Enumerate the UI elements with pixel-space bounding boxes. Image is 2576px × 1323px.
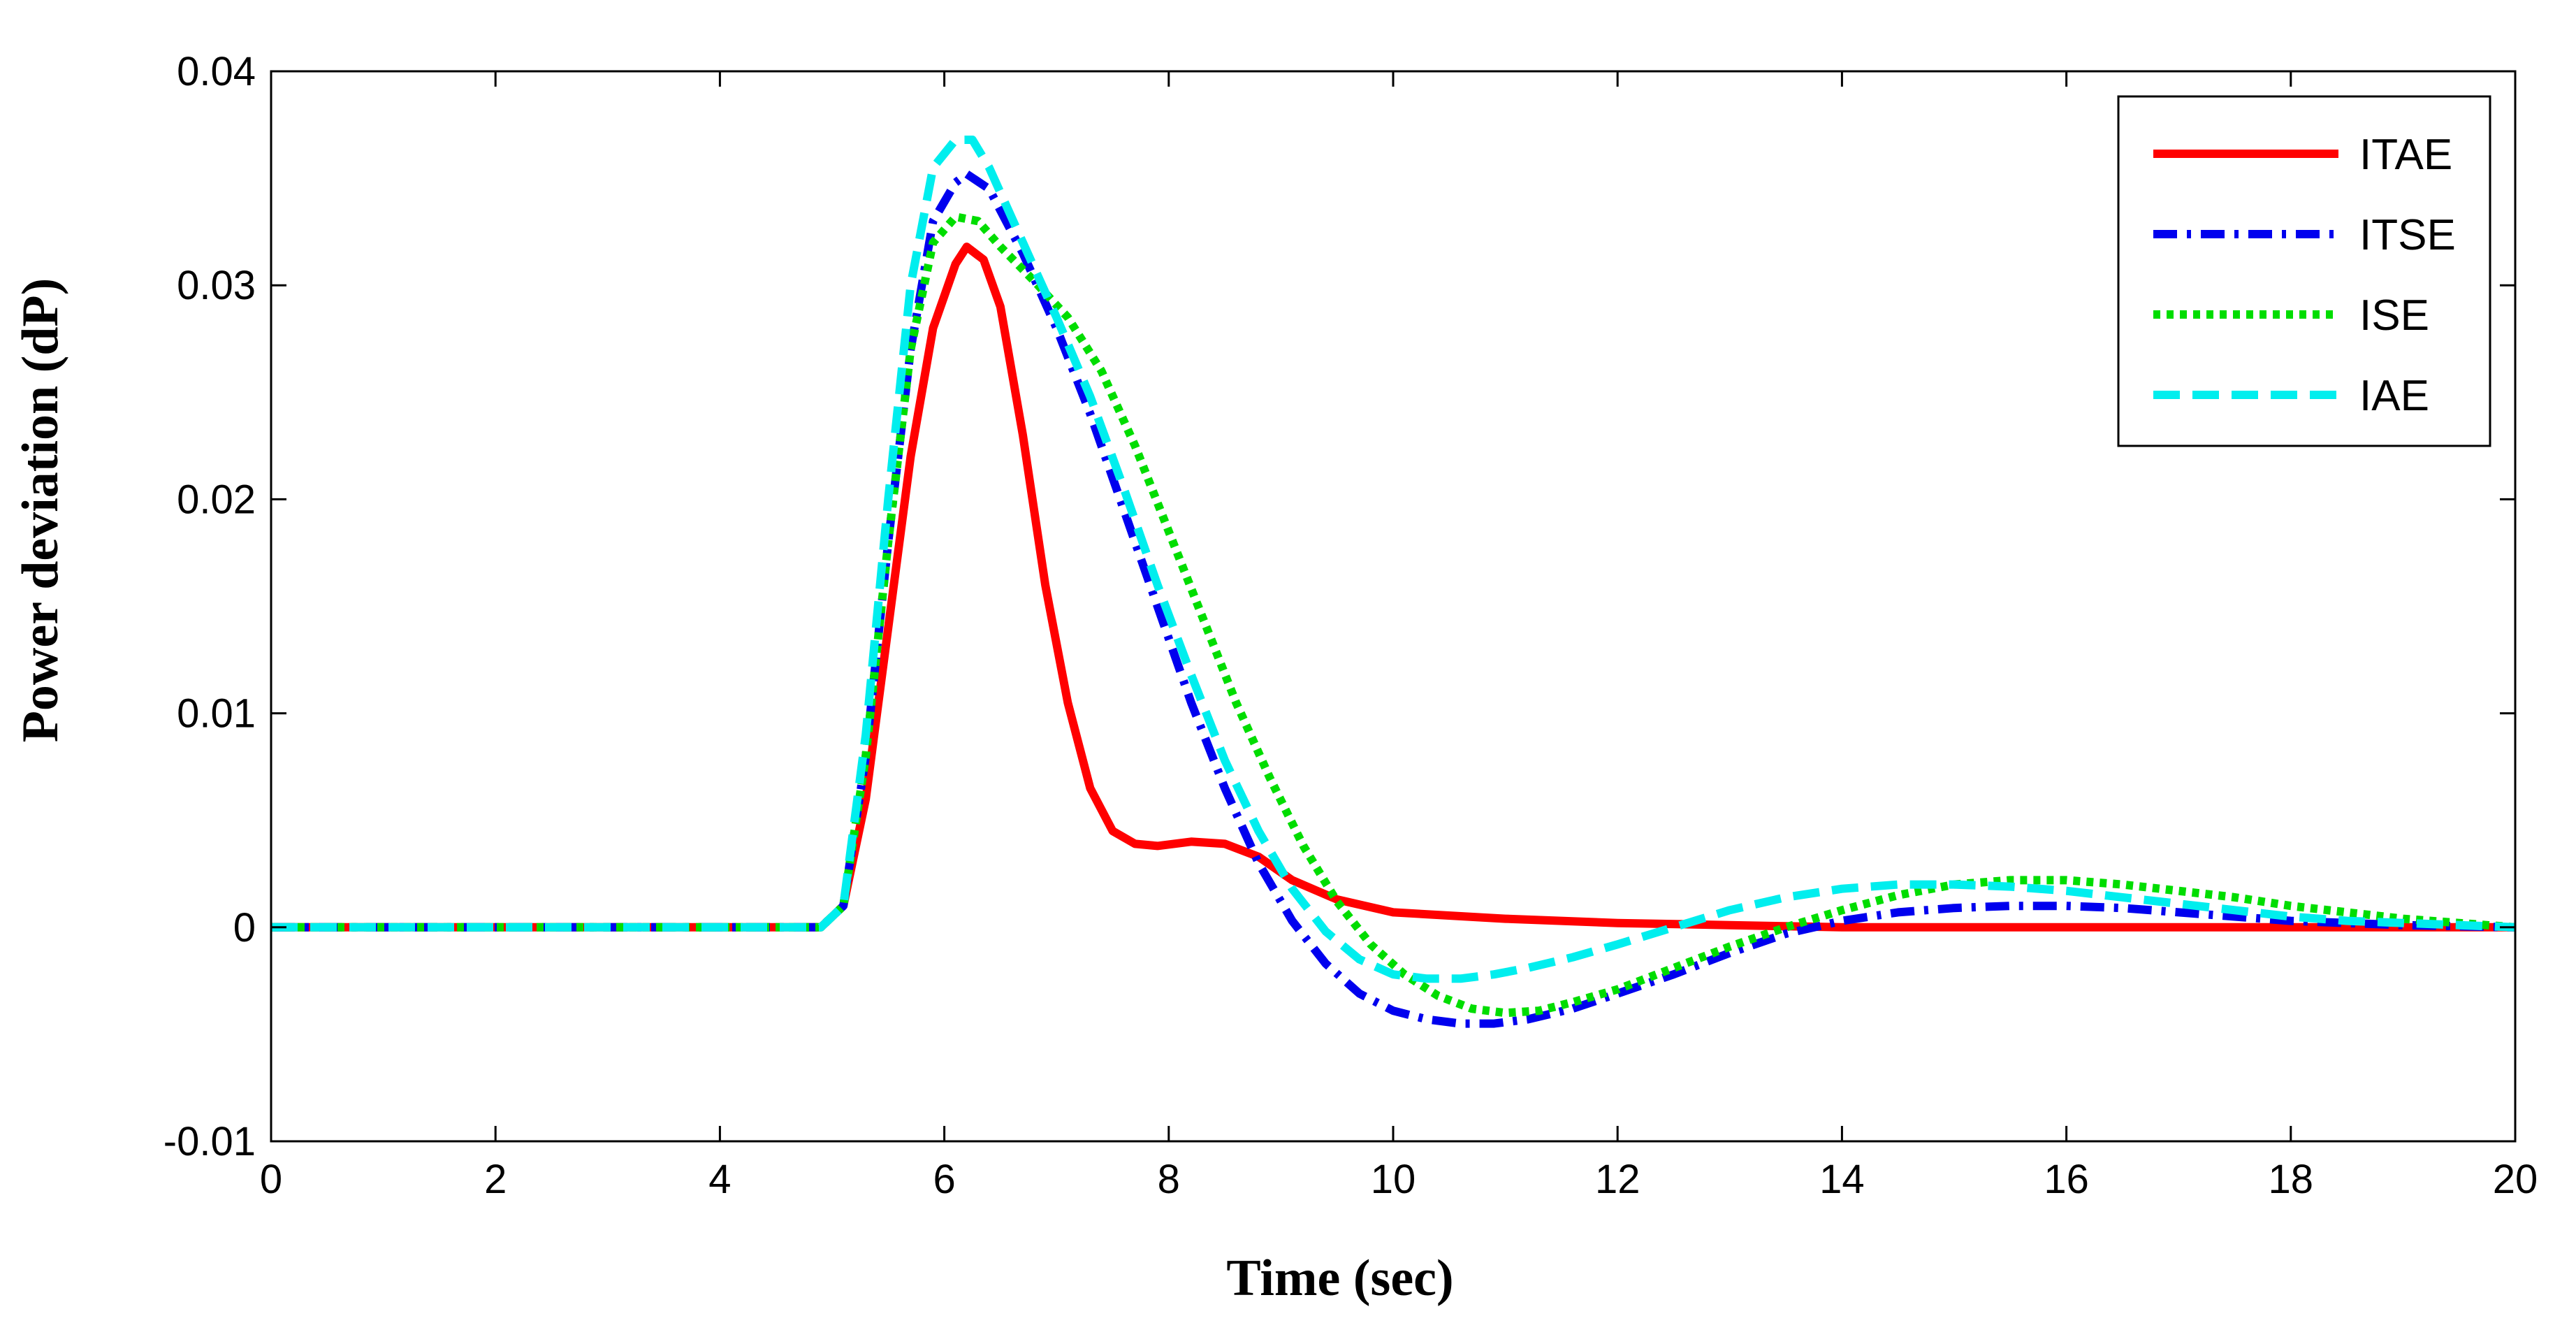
y-tick-label: 0.03 [177,263,256,308]
x-tick-label: 18 [2269,1157,2314,1202]
y-tick-label: 0.04 [177,49,256,94]
x-axis-title: Time (sec) [1226,1250,1453,1307]
x-tick-label: 14 [1819,1157,1865,1202]
x-tick-label: 16 [2044,1157,2089,1202]
x-tick-label: 12 [1595,1157,1640,1202]
y-tick-label: -0.01 [163,1119,256,1164]
legend-label-ise: ISE [2359,291,2429,340]
x-tick-label: 0 [260,1157,282,1202]
y-tick-label: 0.02 [177,477,256,522]
x-tick-label: 8 [1158,1157,1180,1202]
legend-label-iae: IAE [2359,372,2429,420]
x-tick-label: 4 [708,1157,731,1202]
x-tick-label: 2 [484,1157,507,1202]
y-tick-label: 0 [233,905,256,950]
y-tick-label: 0.01 [177,691,256,737]
legend-label-itae: ITAE [2359,131,2452,179]
series-line-itse [271,170,2516,1028]
legend-label-itse: ITSE [2359,211,2456,259]
x-tick-label: 20 [2493,1157,2538,1202]
legend: ITAE ITSE ISE IAE [2117,95,2491,447]
y-axis-title: Power deviation (dP) [12,278,69,743]
x-tick-label: 10 [1371,1157,1416,1202]
series-layer [271,136,2516,1028]
x-tick-label: 6 [933,1157,955,1202]
series-line-itae [271,243,2515,932]
series-line-iae [271,136,2516,983]
series-line-ise [271,212,2516,1018]
